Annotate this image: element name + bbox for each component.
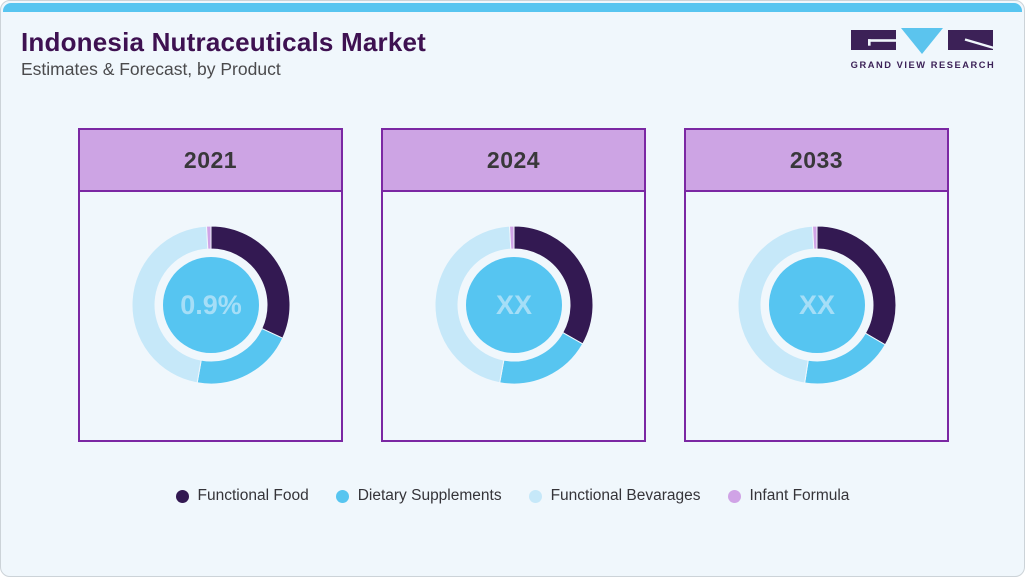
legend-dot bbox=[335, 489, 349, 503]
legend-label: Functional Bevarages bbox=[550, 487, 701, 504]
donut-chart-2033: XX bbox=[737, 225, 896, 385]
year-panel-header: 2033 bbox=[686, 130, 947, 192]
year-panel-header: 2021 bbox=[80, 130, 341, 192]
gvr-logo-mark bbox=[851, 28, 995, 54]
donut-chart-2024: XX bbox=[434, 225, 593, 385]
page-subtitle: Estimates & Forecast, by Product bbox=[21, 59, 281, 79]
year-panel-body: 0.9% bbox=[80, 192, 341, 438]
page-title: Indonesia Nutraceuticals Market bbox=[21, 27, 426, 57]
donut-center bbox=[465, 257, 562, 353]
donut-center-value: XX bbox=[798, 290, 834, 320]
donut-segment-functional-bevarages bbox=[131, 225, 208, 384]
donut-segment-infant-formula bbox=[508, 225, 514, 250]
chart-legend: Functional Food Dietary Supplements Func… bbox=[1, 487, 1024, 505]
legend-dot bbox=[727, 489, 741, 503]
year-label: 2021 bbox=[183, 146, 238, 173]
donut-chart-2021: 0.9% bbox=[131, 225, 290, 385]
legend-label: Dietary Supplements bbox=[357, 487, 502, 504]
year-panel-body: XX bbox=[383, 192, 644, 438]
grand-view-research-logo: GRAND VIEW RESEARCH bbox=[851, 28, 996, 70]
donut-center-value: XX bbox=[495, 290, 531, 320]
legend-label: Functional Food bbox=[197, 487, 309, 504]
year-panel-header: 2024 bbox=[383, 130, 644, 192]
year-label: 2024 bbox=[486, 146, 541, 173]
legend-item-dietary-supplements: Dietary Supplements bbox=[335, 487, 502, 505]
legend-item-infant-formula: Infant Formula bbox=[727, 487, 850, 505]
donut-center-value: 0.9% bbox=[180, 290, 242, 320]
donut-center bbox=[162, 257, 259, 353]
year-panel-body: XX bbox=[686, 192, 947, 438]
year-panel-2024: 2024 XX bbox=[381, 128, 646, 442]
legend-label: Infant Formula bbox=[749, 487, 850, 504]
donut-center bbox=[768, 257, 865, 353]
donut-segment-infant-formula bbox=[205, 225, 211, 250]
legend-dot bbox=[528, 489, 542, 503]
legend-item-functional-food: Functional Food bbox=[175, 487, 309, 505]
year-panel-2033: 2033 XX bbox=[684, 128, 949, 442]
donut-segment-functional-bevarages bbox=[737, 225, 814, 384]
legend-dot bbox=[175, 489, 189, 503]
logo-wordmark: GRAND VIEW RESEARCH bbox=[851, 60, 996, 70]
year-label: 2033 bbox=[789, 146, 844, 173]
donut-segment-infant-formula bbox=[811, 225, 817, 250]
year-panel-2021: 2021 0.9% bbox=[78, 128, 343, 442]
top-accent-bar bbox=[3, 3, 1022, 12]
legend-item-functional-bevarages: Functional Bevarages bbox=[528, 487, 701, 505]
